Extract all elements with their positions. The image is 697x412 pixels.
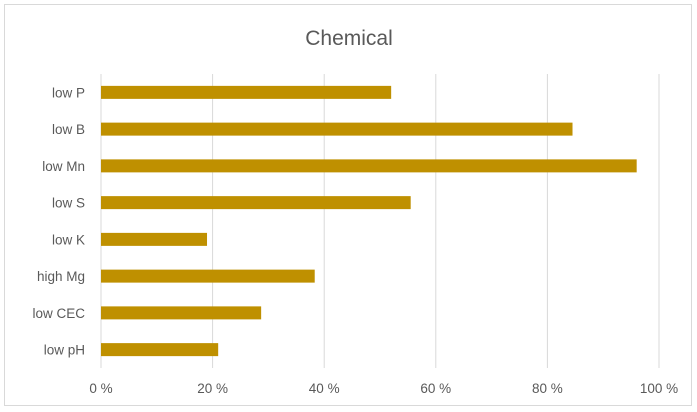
bar xyxy=(101,196,411,210)
category-label: low S xyxy=(52,196,85,211)
x-tick-label: 80 % xyxy=(532,381,563,396)
gridlines xyxy=(100,74,660,368)
bar xyxy=(101,343,219,357)
chart-title: Chemical xyxy=(305,27,393,50)
bar xyxy=(101,85,392,99)
x-tick-label: 100 % xyxy=(640,381,678,396)
bar xyxy=(101,306,262,320)
category-labels: low P low B low Mn low S low K high Mg low CEC… xyxy=(32,85,85,357)
bars xyxy=(101,85,637,357)
category-label: low CEC xyxy=(32,306,85,321)
bar xyxy=(101,159,637,173)
category-label: low Mn xyxy=(42,159,85,174)
x-tick-label: 20 % xyxy=(197,381,228,396)
category-label: low P xyxy=(52,85,85,100)
category-label: low K xyxy=(52,232,85,247)
bar xyxy=(101,269,315,283)
x-tick-label: 60 % xyxy=(420,381,451,396)
category-label: low pH xyxy=(44,343,85,358)
category-label: high Mg xyxy=(37,269,85,284)
x-tick-label: 40 % xyxy=(309,381,340,396)
x-tick-labels: 0 % 20 % 40 % 60 % 80 % 100 % xyxy=(89,381,678,396)
bar xyxy=(101,232,208,246)
bar xyxy=(101,122,573,136)
x-tick-label: 0 % xyxy=(89,381,112,396)
category-label: low B xyxy=(52,122,85,137)
